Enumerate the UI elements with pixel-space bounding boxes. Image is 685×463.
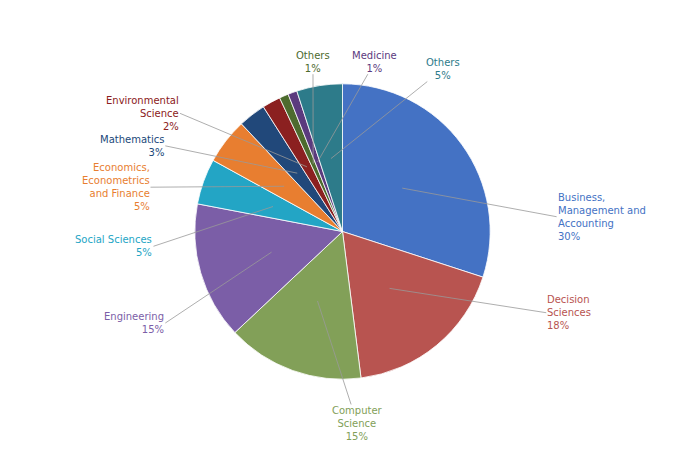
svg-text:ComputerScience15%: ComputerScience15% [332,405,383,442]
svg-text:Medicine1%: Medicine1% [352,50,397,74]
svg-text:EnvironmentalScience2%: EnvironmentalScience2% [106,95,179,132]
svg-text:DecisionSciences18%: DecisionSciences18% [547,294,591,331]
svg-text:Engineering15%: Engineering15% [104,311,164,335]
svg-text:Others1%: Others1% [296,50,330,74]
svg-text:Mathematics3%: Mathematics3% [100,134,164,158]
svg-text:Economics,Econometricsand Fina: Economics,Econometricsand Finance5% [82,162,150,212]
svg-text:Business,Management andAccount: Business,Management andAccounting30% [558,192,646,242]
svg-text:Others5%: Others5% [426,57,460,81]
svg-text:Social Sciences5%: Social Sciences5% [75,234,152,258]
